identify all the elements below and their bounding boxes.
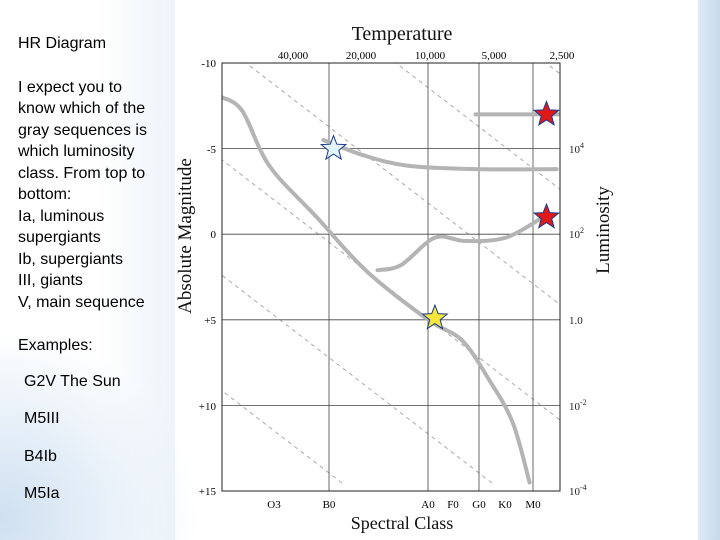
radius-diagonal-line — [395, 63, 560, 190]
plot-frame — [221, 62, 561, 492]
body-line: gray sequences is — [18, 121, 147, 139]
sequence-ib — [321, 138, 559, 172]
body-line: class. From top to — [18, 164, 146, 182]
body-line: Ib, supergiants — [18, 250, 123, 268]
plot-area — [222, 63, 560, 491]
slide-title: HR Diagram — [18, 35, 107, 52]
star-marker-b4ib — [319, 134, 348, 161]
magnitude-tick: +10 — [199, 401, 217, 413]
slide-background-swoosh — [0, 330, 200, 540]
temperature-ticks: 40,000 20,000 10,000 5,000 2,500 — [278, 50, 575, 62]
chart-title: Temperature — [352, 23, 453, 45]
example-item: M5Ia — [24, 485, 60, 502]
luminosity-diagonals — [222, 63, 560, 484]
magnitude-tick: -5 — [207, 144, 217, 156]
slide-text-panel: HR Diagram I expect you to know which of… — [18, 30, 178, 521]
luminosity-tick: 104 — [569, 141, 584, 156]
body-line: V, main sequence — [18, 293, 145, 311]
luminosity-tick: 1.0 — [569, 315, 583, 327]
star-marker-g2v-the-sun — [421, 303, 449, 330]
sequence-iii — [375, 215, 546, 273]
radius-diagonal-line — [222, 390, 343, 484]
spectral-class-ticks: O3 B0 A0 F0 G0 K0 M0 — [267, 499, 541, 511]
example-item: M5III — [24, 410, 60, 427]
example-item: B4Ib — [24, 447, 57, 465]
temperature-tick: 40,000 — [278, 50, 309, 62]
grid-lines — [222, 63, 560, 491]
temperature-tick: 10,000 — [415, 50, 446, 62]
luminosity-ticks: 104 102 1.0 10-2 10-4 — [569, 141, 587, 498]
star-marker-m5ia — [532, 99, 561, 127]
spectral-class-tick: A0 — [421, 499, 435, 511]
body-line: know which of the — [18, 100, 146, 117]
body-line: Ia, luminous — [18, 207, 105, 225]
temperature-tick: 20,000 — [346, 50, 377, 62]
body-line: which luminosity — [18, 143, 135, 160]
magnitude-tick: +15 — [199, 486, 217, 498]
slide-background-right — [698, 0, 720, 540]
examples-heading: Examples: — [18, 337, 93, 354]
spectral-class-tick: G0 — [472, 499, 486, 511]
spectral-class-tick: B0 — [323, 499, 336, 511]
body-line: III, giants — [18, 272, 83, 289]
y-axis-label: Absolute Magnitude — [175, 158, 196, 314]
star-marker-m5iii — [532, 202, 561, 229]
spectral-class-tick: F0 — [447, 499, 459, 511]
spectral-class-tick: M0 — [525, 499, 541, 511]
radius-diagonal-line — [222, 159, 560, 421]
y2-axis-label: Luminosity — [593, 186, 614, 274]
magnitude-ticks: -10 -5 0 +5 +10 +15 — [199, 58, 217, 498]
example-item: G2V The Sun — [24, 372, 121, 390]
example-stars — [319, 99, 561, 330]
radius-diagonal-line — [245, 63, 560, 306]
luminosity-tick: 10-2 — [569, 398, 587, 413]
luminosity-tick: 10-4 — [569, 483, 587, 498]
spectral-class-tick: O3 — [267, 499, 281, 511]
magnitude-tick: -10 — [201, 58, 216, 70]
magnitude-tick: +5 — [204, 315, 216, 327]
temperature-tick: 5,000 — [482, 50, 507, 62]
magnitude-tick: 0 — [211, 229, 217, 241]
radius-diagonal-line — [222, 274, 493, 484]
luminosity-tick: 102 — [569, 226, 584, 241]
sequence-v — [222, 95, 532, 485]
body-line: bottom: — [18, 186, 72, 203]
radius-diagonal-line — [545, 63, 560, 75]
body-line: I expect you to — [18, 78, 123, 96]
x-axis-label: Spectral Class — [351, 513, 453, 533]
temperature-tick: 2,500 — [550, 50, 575, 62]
spectral-class-tick: K0 — [498, 499, 512, 511]
body-line: supergiants — [18, 229, 101, 246]
